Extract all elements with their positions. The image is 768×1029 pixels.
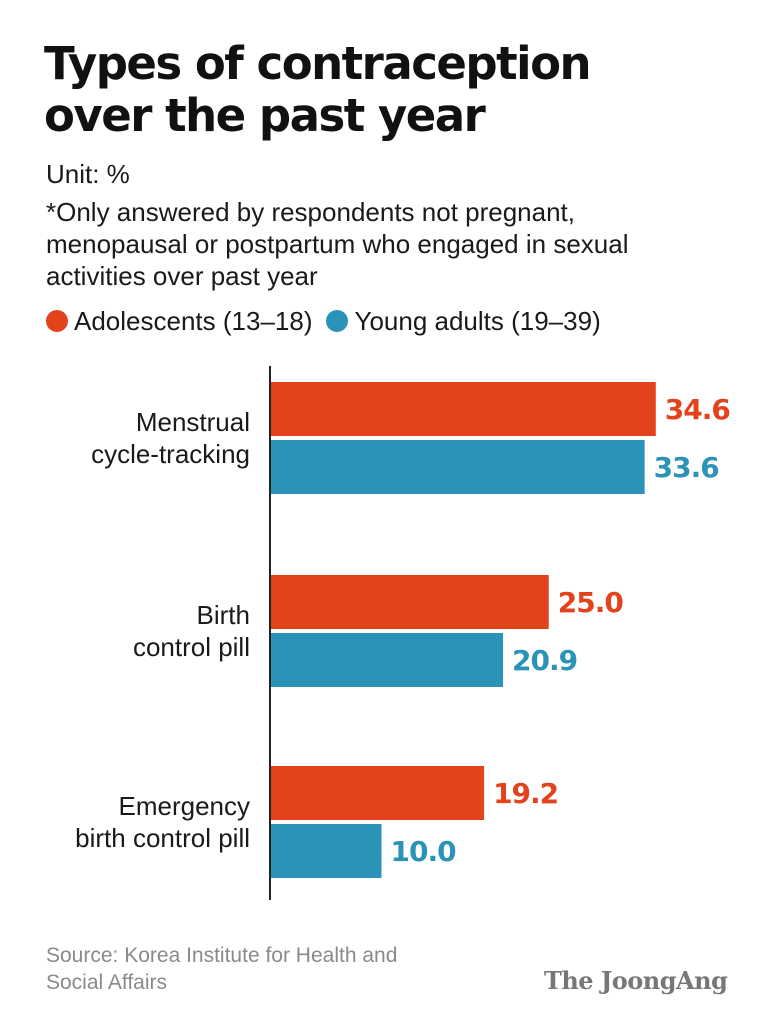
value-label-young-adults-1: 20.9 bbox=[512, 644, 577, 677]
category-label-0-line-1: cycle-tracking bbox=[91, 439, 250, 469]
chart-title-line-1: Types of contraception bbox=[44, 37, 592, 90]
category-label-1-line-1: control pill bbox=[133, 632, 250, 662]
chart-title: Types of contraception over the past yea… bbox=[44, 38, 744, 142]
unit-label: Unit: % bbox=[46, 159, 130, 189]
chart-title-line-2: over the past year bbox=[44, 89, 486, 142]
brand-logo: The JoongAng bbox=[544, 966, 728, 995]
legend-label-young-adults: Young adults (19–39) bbox=[354, 306, 601, 336]
legend-dot-young-adults bbox=[326, 310, 349, 332]
legend-label-adolescents: Adolescents (13–18) bbox=[74, 306, 313, 336]
value-label-adolescents-0: 34.6 bbox=[665, 393, 730, 426]
legend-dot-adolescents bbox=[46, 310, 68, 332]
value-label-young-adults-0: 33.6 bbox=[654, 451, 719, 484]
legend-item-young-adults: Young adults (19–39) bbox=[326, 305, 601, 337]
value-label-adolescents-2: 19.2 bbox=[493, 777, 558, 810]
footnote-line-1: *Only answered by respondents not pregna… bbox=[46, 197, 576, 227]
bar-young-adults-0 bbox=[270, 440, 645, 494]
category-label-2-line-1: birth control pill bbox=[75, 823, 250, 853]
value-label-adolescents-1: 25.0 bbox=[558, 586, 624, 619]
footnote: *Only answered by respondents not pregna… bbox=[46, 196, 746, 292]
category-label-2-line-0: Emergency bbox=[119, 791, 251, 821]
bar-adolescents-0 bbox=[270, 382, 656, 436]
legend: Adolescents (13–18) Young adults (19–39) bbox=[46, 305, 615, 337]
source-line-1: Source: Korea Institute for Health and bbox=[46, 944, 398, 967]
value-label-young-adults-2: 10.0 bbox=[391, 835, 457, 868]
bar-adolescents-2 bbox=[270, 766, 485, 820]
bar-young-adults-1 bbox=[270, 633, 504, 687]
footnote-line-3: activities over past year bbox=[46, 261, 318, 291]
source-note: Source: Korea Institute for Health and S… bbox=[46, 942, 397, 996]
category-label-0-line-0: Menstrual bbox=[136, 407, 250, 437]
footnote-line-2: menopausal or postpartum who engaged in … bbox=[46, 229, 629, 259]
bar-adolescents-1 bbox=[270, 575, 549, 629]
bar-young-adults-2 bbox=[270, 824, 382, 878]
legend-item-adolescents: Adolescents (13–18) bbox=[46, 305, 312, 337]
source-line-2: Social Affairs bbox=[46, 971, 168, 994]
category-label-1-line-0: Birth bbox=[197, 600, 250, 630]
